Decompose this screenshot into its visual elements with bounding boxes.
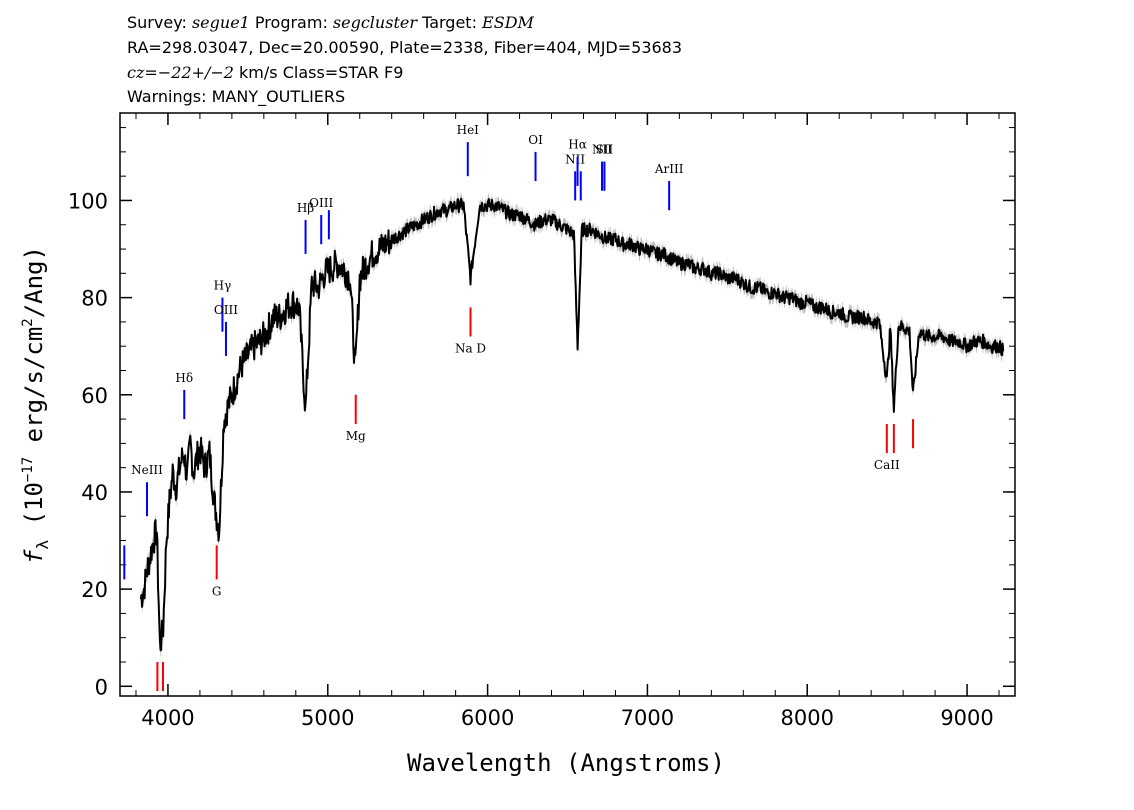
axis-ticks (120, 113, 1015, 696)
x-tick-label: 7000 (621, 706, 674, 730)
y-tick-label: 60 (81, 384, 108, 408)
emission-label: SII (596, 143, 614, 157)
y-tick-label: 100 (68, 189, 108, 213)
emission-label: NII (592, 143, 612, 157)
emission-label: OI (528, 133, 543, 147)
spectrum-line (139, 197, 1005, 652)
header-line-1: Survey: segue1 Program: segcluster Targe… (127, 13, 535, 32)
x-tick-label: 6000 (461, 706, 514, 730)
header: Survey: segue1 Program: segcluster Targe… (127, 13, 682, 107)
x-tick-label: 5000 (301, 706, 354, 730)
x-axis-label: Wavelength (Angstroms) (407, 749, 725, 777)
error-band (140, 192, 1004, 657)
emission-label: Hγ (214, 279, 232, 293)
absorption-label: Mg (346, 429, 366, 443)
header-line-2: RA=298.03047, Dec=20.00590, Plate=2338, … (127, 38, 682, 57)
emission-label: Hβ (297, 201, 314, 215)
error-band-fill (140, 192, 1004, 657)
emission-label: NII (565, 152, 585, 166)
plot-frame (119, 112, 1016, 697)
axis-tick-labels: 4000 5000 6000 7000 8000 9000 0 20 40 60 80 100 (68, 189, 994, 730)
x-tick-label: 8000 (781, 706, 834, 730)
spectrum-series (139, 197, 1005, 652)
x-tick-label: 4000 (141, 706, 194, 730)
y-tick-label: 0 (95, 675, 108, 699)
emission-label: HeI (457, 123, 480, 137)
emission-label: ArIII (654, 162, 684, 176)
emission-label: Hα (568, 138, 587, 152)
y-tick-label: 40 (81, 481, 108, 505)
emission-label: NeIII (131, 463, 163, 477)
absorption-label: Na D (455, 341, 486, 355)
absorption-label: CaII (874, 458, 900, 472)
header-line-4: Warnings: MANY_OUTLIERS (127, 87, 345, 107)
x-tick-label: 9000 (940, 706, 993, 730)
emission-label: OIII (309, 196, 333, 210)
emission-label: Hδ (175, 371, 193, 385)
emission-label: OIII (214, 303, 238, 317)
header-line-3: cz=−22+/−2 km/s Class=STAR F9 (127, 63, 403, 82)
y-axis-label: fλ (10−17 erg/s/cm2/Ang) (20, 246, 52, 564)
y-tick-label: 20 (81, 578, 108, 602)
absorption-label: G (212, 584, 222, 598)
y-tick-label: 80 (81, 287, 108, 311)
